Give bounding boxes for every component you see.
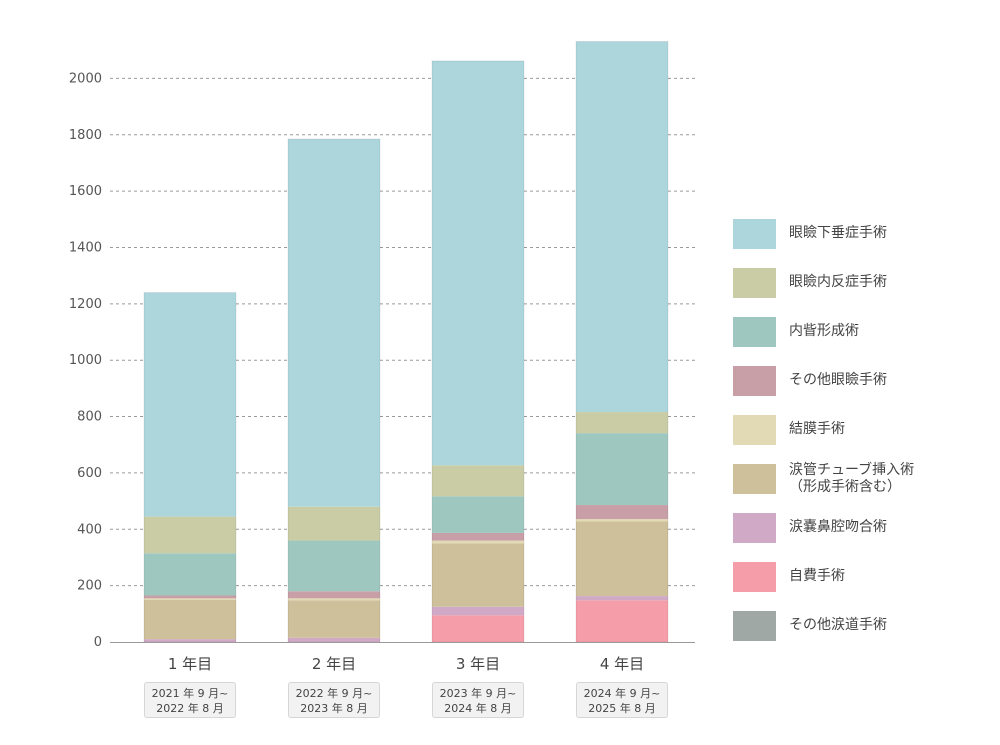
bar-segment [288, 600, 380, 638]
bar-segment [144, 595, 236, 599]
y-tick-label: 800 [77, 410, 102, 425]
period-label: 2022 年 9 月~ 2023 年 8 月 [288, 682, 380, 718]
legend-item: 内眥形成術 [733, 317, 993, 347]
x-category-label: 3 年目 [456, 655, 500, 673]
legend-label: その他涙道手術 [789, 617, 887, 633]
bar-segment [432, 60, 524, 466]
bar-stack [431, 60, 525, 643]
y-tick-label: 200 [77, 579, 102, 594]
legend-swatch [733, 366, 776, 396]
period-line: 2022 年 8 月 [156, 702, 224, 715]
bar-stack [143, 292, 237, 643]
y-tick-label: 1000 [69, 353, 102, 368]
bar-segment [432, 465, 524, 497]
y-tick-label: 1600 [69, 184, 102, 199]
period-line: 2024 年 8 月 [444, 702, 512, 715]
bar-segment [576, 412, 668, 434]
bar-segment [576, 521, 668, 597]
legend-swatch [733, 219, 776, 249]
bar-segment [144, 639, 236, 642]
bar-segment [288, 540, 380, 592]
legend-swatch [733, 611, 776, 641]
period-line: 2023 年 9 月~ [439, 687, 517, 700]
bar-segment [432, 540, 524, 544]
bar-segment [432, 606, 524, 616]
period-line: 2025 年 8 月 [588, 702, 656, 715]
y-tick-label: 1200 [69, 297, 102, 312]
x-category-label: 2 年目 [312, 655, 356, 673]
legend-swatch [733, 562, 776, 592]
legend-label: 涙管チューブ挿入術 （形成手術含む） [789, 462, 915, 495]
legend-label: その他眼瞼手術 [789, 372, 887, 388]
period-label: 2024 年 9 月~ 2025 年 8 月 [576, 682, 668, 718]
bar-segment [432, 615, 524, 642]
bar-segment [576, 519, 668, 522]
legend-label: 眼瞼下垂症手術 [789, 225, 887, 241]
legend-item: 眼瞼内反症手術 [733, 268, 993, 298]
period-label: 2023 年 9 月~ 2024 年 8 月 [432, 682, 524, 718]
bar-segment [144, 553, 236, 596]
y-tick-label: 0 [94, 635, 102, 650]
legend-item: 涙嚢鼻腔吻合術 [733, 513, 993, 543]
period-label: 2021 年 9 月~ 2022 年 8 月 [144, 682, 236, 718]
bar-segment [288, 506, 380, 541]
legend-swatch [733, 317, 776, 347]
legend-swatch [733, 513, 776, 543]
bar-segment [576, 596, 668, 601]
legend-item: 結膜手術 [733, 415, 993, 445]
x-axis: 1 年目 2 年目 3 年目 4 年目 [110, 642, 695, 673]
bar-segment [432, 532, 524, 541]
y-tick-label: 600 [77, 466, 102, 481]
x-category-label: 1 年目 [168, 655, 212, 673]
y-tick-label: 2000 [69, 71, 102, 86]
bars [143, 40, 669, 643]
bar-segment [576, 600, 668, 642]
bar-segment [288, 598, 380, 601]
legend-swatch [733, 415, 776, 445]
x-category-label: 4 年目 [600, 655, 644, 673]
y-tick-label: 1800 [69, 128, 102, 143]
legend-label: 結膜手術 [789, 421, 845, 437]
legend-item: 涙管チューブ挿入術 （形成手術含む） [733, 462, 993, 495]
bar-segment [288, 637, 380, 642]
legend-label: 涙嚢鼻腔吻合術 [789, 519, 887, 535]
legend-item: その他眼瞼手術 [733, 366, 993, 396]
bar-stack [575, 40, 669, 643]
legend-swatch [733, 268, 776, 298]
bar-segment [432, 496, 524, 533]
y-tick-label: 1400 [69, 240, 102, 255]
bar-segment [288, 138, 380, 507]
legend-swatch [733, 464, 776, 494]
bar-segment [576, 433, 668, 506]
legend-item: 自費手術 [733, 562, 993, 592]
legend-label: 自費手術 [789, 568, 845, 584]
legend-label: 眼瞼内反症手術 [789, 274, 887, 290]
bar-segment [576, 41, 668, 413]
period-line: 2022 年 9 月~ [295, 687, 373, 700]
bar-segment [432, 543, 524, 607]
bar-segment [576, 505, 668, 520]
period-line: 2024 年 9 月~ [583, 687, 661, 700]
bar-segment [144, 598, 236, 600]
y-tick-label: 400 [77, 522, 102, 537]
period-line: 2023 年 8 月 [300, 702, 368, 715]
legend-item: 眼瞼下垂症手術 [733, 219, 993, 249]
legend-item: その他涙道手術 [733, 611, 993, 641]
period-line: 2021 年 9 月~ [151, 687, 229, 700]
bar-segment [144, 516, 236, 554]
bar-segment [144, 292, 236, 517]
bar-segment [288, 591, 380, 599]
y-axis-ticks: 0 200 400 600 800 1000 1200 1400 1600 1800 2000 [69, 71, 102, 650]
bar-stack [287, 138, 381, 643]
legend-label: 内眥形成術 [789, 323, 859, 339]
bar-segment [144, 599, 236, 640]
